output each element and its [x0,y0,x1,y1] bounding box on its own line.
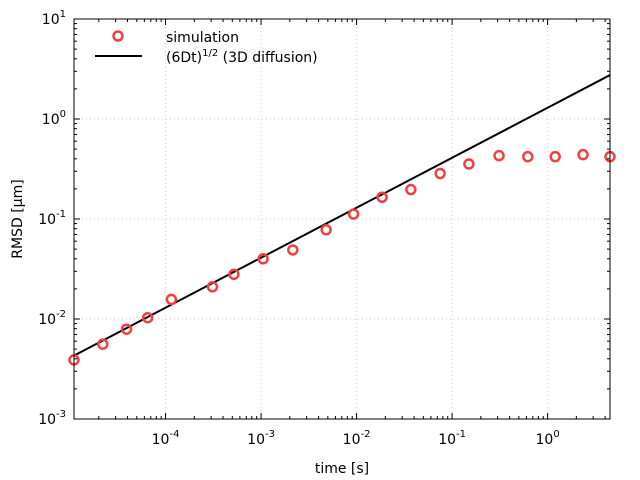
legend-theory-prefix: (6Dt) [166,50,202,66]
legend-label-simulation: simulation [166,30,239,46]
simulation-point [120,323,133,335]
simulation-point [228,268,240,281]
y-tick-base: 10 [38,312,56,328]
simulation-point [405,183,417,196]
x-axis-label: time [s] [315,461,369,477]
x-tick-base: 10 [152,432,170,448]
x-tick-label: 10-4 [152,429,180,448]
simulation-point [320,224,332,236]
simulation-point [165,293,178,306]
y-tick-base: 10 [38,412,56,428]
x-tick-exponent: -2 [361,429,371,440]
x-tick-exponent: -1 [456,429,466,440]
x-tick-label: 10-3 [247,429,275,448]
y-tick-base: 10 [42,12,60,28]
y-tick-base: 10 [42,112,60,128]
legend-theory-exponent: 1/2 [202,48,218,59]
y-tick-label: 10-3 [38,409,66,428]
simulation-point [287,244,299,256]
simulation-markers-layer [68,148,616,366]
simulation-point [549,150,561,163]
x-tick-base: 10 [438,432,456,448]
simulation-point [97,338,109,350]
simulation-point [434,167,446,180]
x-tick-exponent: -4 [169,429,179,440]
y-tick-exponent: -1 [56,209,66,220]
simulation-point [522,150,534,163]
simulation-point [257,253,269,265]
x-tick-labels: 10-4 10-3 10-2 10-1 100 [152,429,560,448]
simulation-point [463,158,475,170]
axis-ticks [74,18,610,420]
y-tick-exponent: 0 [60,109,66,120]
simulation-point [577,148,589,161]
simulation-point [376,191,388,204]
x-tick-base: 10 [536,432,554,448]
x-tick-label: 100 [536,429,560,448]
y-tick-base: 10 [38,212,56,228]
theory-line-layer [73,74,611,357]
simulation-point [347,208,360,220]
x-tick-base: 10 [343,432,361,448]
legend-theory-suffix: (3D diffusion) [218,50,317,66]
x-tick-base: 10 [247,432,265,448]
legend: simulation (6Dt)1/2 (3D diffusion) [95,30,318,66]
x-tick-exponent: -3 [265,429,275,440]
simulation-point [493,149,505,162]
simulation-point [206,281,219,293]
y-tick-label: 100 [42,109,66,128]
x-tick-exponent: 0 [553,429,559,440]
legend-marker-simulation [112,30,124,42]
y-tick-exponent: -3 [56,409,66,420]
grid [74,19,610,419]
y-tick-label: 10-2 [38,309,66,328]
y-tick-label: 10-1 [38,209,66,228]
y-tick-exponent: 1 [60,9,66,20]
y-axis-label: RMSD [μm] [10,179,26,258]
x-tick-label: 10-1 [438,429,466,448]
y-tick-label: 101 [42,9,66,28]
theory-line [73,74,611,357]
y-tick-exponent: -2 [56,309,66,320]
legend-label-theory: (6Dt)1/2 (3D diffusion) [166,48,318,66]
x-tick-label: 10-2 [343,429,371,448]
simulation-point [141,311,154,324]
